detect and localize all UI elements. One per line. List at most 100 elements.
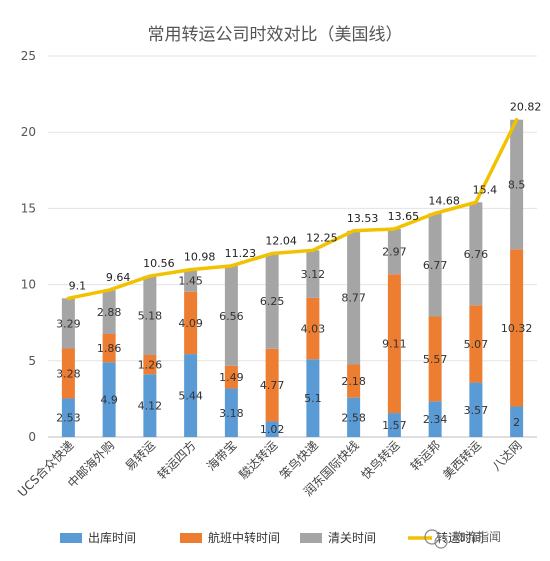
segment-label: 8.5: [508, 178, 526, 191]
segment-label: 6.25: [260, 295, 285, 308]
segment-label: 1.57: [382, 419, 407, 432]
total-label: 13.65: [388, 210, 420, 223]
segment-label: 2.34: [423, 413, 448, 426]
bar-segment: [61, 398, 75, 437]
segment-label: 4.03: [301, 323, 326, 336]
segment-label: 4.9: [100, 394, 118, 407]
segment-label: 10.32: [501, 322, 533, 335]
data-labels: 2.53 3.28 3.29 4.9 1.86 2.88 4.12 1.26 5.18 5.44 4…: [56, 101, 541, 437]
bar-segment: [224, 265, 238, 366]
bar-segment: [510, 119, 524, 250]
segment-label: 3.29: [56, 317, 81, 330]
segment-label: 1.49: [219, 371, 244, 384]
bar-segment: [102, 362, 116, 437]
watermark: 物流指闻: [424, 529, 501, 549]
legend-swatch: [180, 533, 202, 543]
x-tick-label: UCS合众快递: [14, 438, 76, 500]
segment-label: 8.77: [341, 292, 366, 305]
legend-label: 出库时间: [88, 530, 136, 545]
y-tick-label: 20: [21, 125, 36, 139]
bar-segment: [224, 388, 238, 437]
legend-label: 清关时间: [328, 531, 376, 545]
watermark-text: 物流指闻: [453, 529, 501, 544]
bar-segment: [143, 355, 157, 375]
segment-label: 5.18: [138, 310, 163, 323]
chart-title: 常用转运公司时效对比（美国线）: [148, 25, 403, 45]
total-label: 14.68: [428, 194, 460, 207]
total-label: 10.98: [184, 251, 216, 264]
segment-label: 4.12: [138, 400, 163, 413]
segment-label: 4.77: [260, 379, 285, 392]
segment-label: 5.1: [304, 392, 322, 405]
segment-label: 2.97: [382, 246, 407, 259]
y-tick-label: 25: [21, 49, 36, 63]
bar-segment: [347, 230, 361, 365]
legend-swatch: [60, 533, 82, 543]
segment-label: 5.44: [178, 390, 203, 403]
bar-segment: [306, 359, 320, 437]
x-tick-label: 八达网: [489, 438, 524, 473]
bar-segment: [265, 348, 279, 422]
total-line: [66, 117, 519, 301]
legend-swatch: [300, 533, 322, 543]
bar-segment: [510, 249, 524, 407]
segment-label: 3.18: [219, 407, 244, 420]
x-tick-label: 海带宝: [203, 438, 239, 474]
x-tick-label: 转运四方: [154, 438, 199, 483]
bar-segment: [224, 365, 238, 389]
bar-segment: [61, 348, 75, 399]
segment-label: 9.11: [382, 338, 407, 351]
bar-segment: [387, 274, 401, 414]
segment-label: 3.12: [301, 268, 326, 281]
total-label: 10.56: [143, 257, 175, 270]
bar-segment: [306, 250, 320, 298]
legend-label: 航班中转时间: [208, 530, 280, 545]
legend-label: 转运时间: [436, 530, 484, 545]
segment-label: 2.58: [341, 411, 366, 424]
segment-label: 2: [513, 416, 520, 429]
total-label: 9.64: [106, 271, 131, 284]
y-tick-label: 10: [21, 278, 36, 292]
bar-segment: [184, 354, 198, 437]
x-tick-label: 转运邦: [407, 438, 443, 474]
segment-label: 2.18: [341, 375, 366, 388]
segment-label: 6.76: [464, 248, 489, 261]
segment-label: 2.88: [97, 306, 122, 319]
y-tick-label: 0: [28, 430, 36, 444]
bar-segment: [469, 305, 483, 383]
bar-segment: [387, 228, 401, 275]
bar-segment: [265, 253, 279, 349]
total-label: 15.4: [473, 183, 498, 196]
bar-segment: [102, 290, 116, 334]
bar-segment: [469, 382, 483, 437]
total-label: 9.1: [69, 279, 87, 292]
segment-label: 6.56: [219, 310, 244, 323]
bar-segment: [428, 316, 442, 402]
legend: 出库时间 航班中转时间 清关时间 转运时间: [60, 530, 484, 545]
bar-segment: [102, 333, 116, 363]
y-tick-label: 5: [28, 354, 36, 368]
x-tick-label: 快鸟转运: [358, 438, 403, 483]
x-tick-label: 駿达转运: [236, 438, 281, 483]
bar-segment: [265, 421, 279, 437]
segment-label: 4.09: [178, 317, 203, 330]
x-tick-label: 易转运: [122, 438, 158, 474]
y-tick-label: 15: [21, 201, 36, 215]
y-axis: 0 5 10 15 20 25: [21, 49, 36, 444]
segment-label: 3.57: [464, 404, 489, 417]
wechat-icon: [424, 529, 448, 549]
total-label: 20.82: [510, 101, 542, 114]
bar-segment: [143, 374, 157, 437]
bar-segment: [143, 276, 157, 356]
bar-segment: [469, 202, 483, 306]
total-label: 11.23: [225, 247, 257, 260]
bar-segment: [387, 413, 401, 437]
total-label: 12.04: [265, 235, 297, 248]
segment-label: 3.28: [56, 367, 81, 380]
bar-segment: [428, 401, 442, 437]
bar-segment: [428, 213, 442, 317]
segment-label: 2.53: [56, 412, 81, 425]
bar-segment: [61, 298, 75, 349]
